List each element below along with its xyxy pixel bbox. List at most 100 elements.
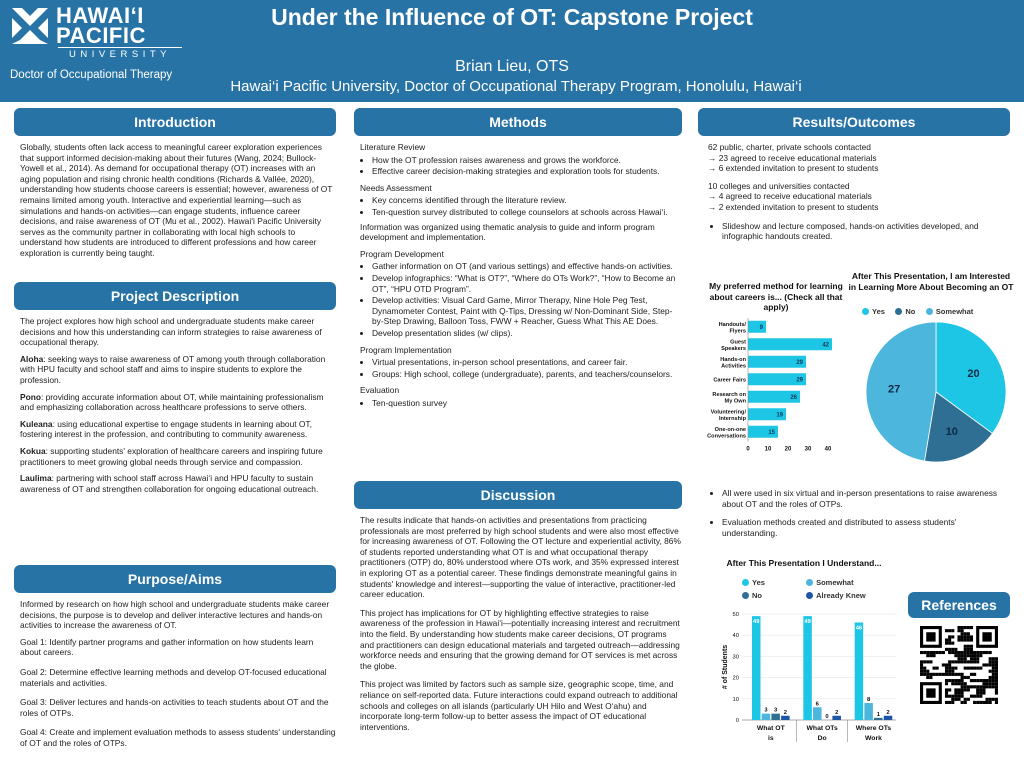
data-label: 0 — [825, 714, 828, 720]
qr-module — [963, 682, 967, 686]
data-label: 29 — [796, 378, 803, 384]
qr-module — [929, 660, 933, 664]
data-label: 8 — [867, 697, 871, 703]
qr-module — [941, 650, 945, 655]
qr-module — [979, 700, 983, 704]
qr-module — [979, 654, 983, 658]
qr-module — [948, 700, 952, 704]
needs-list: Key concerns identified through the lite… — [360, 195, 682, 217]
needs-title: Needs Assessment — [360, 182, 432, 193]
qr-module — [985, 700, 989, 704]
qr-module — [929, 650, 933, 655]
slice-label: 27 — [888, 384, 900, 396]
qr-module — [951, 697, 955, 701]
qr-module — [976, 688, 980, 692]
hpu-mark-icon — [12, 8, 48, 44]
bar — [864, 703, 873, 720]
qr-module — [985, 685, 989, 689]
qr-module — [988, 660, 992, 664]
qr-module — [960, 685, 964, 689]
qr-module — [948, 660, 952, 664]
data-label: 3 — [764, 708, 768, 714]
qr-module — [966, 675, 970, 680]
discussion-heading: Discussion — [354, 481, 682, 509]
discussion-para-1: The results indicate that hands-on activ… — [360, 515, 681, 600]
needs-note: Information was organized using thematic… — [360, 221, 655, 243]
bar — [748, 373, 806, 386]
qr-module — [963, 657, 967, 661]
tick-label: Research on — [712, 392, 746, 398]
qr-module — [963, 697, 967, 701]
qr-module — [963, 647, 967, 651]
qr-module — [944, 647, 949, 651]
qr-module — [944, 694, 949, 698]
qr-module — [991, 666, 995, 670]
schools-line-3: → 6 extended invitation to present to st… — [708, 163, 879, 174]
purpose-body: Informed by research on how high school … — [20, 599, 336, 755]
understand-legend: Yes Somewhat No Already Knew — [742, 576, 902, 602]
introduction-heading: Introduction — [14, 108, 336, 136]
qr-module — [969, 657, 974, 661]
qr-module — [948, 672, 952, 676]
qr-module — [932, 666, 936, 670]
category-label: is — [768, 735, 774, 742]
qr-module — [991, 660, 995, 664]
bar — [748, 338, 832, 351]
slice-label: 10 — [946, 426, 958, 438]
qr-module — [979, 666, 983, 670]
qr-module — [957, 650, 961, 655]
qr-finder-center — [926, 632, 936, 642]
qr-module — [991, 697, 995, 701]
qr-module — [954, 650, 958, 655]
data-label: 2 — [886, 710, 889, 716]
legend-already-knew: Already Knew — [806, 591, 866, 600]
qr-module — [948, 629, 952, 633]
y-tick-label: 50 — [733, 612, 739, 618]
schools-line-1: 62 public, charter, private schools cont… — [708, 142, 871, 152]
list-item: Develop presentation slides (w/ clips). — [372, 328, 682, 339]
qr-module — [944, 679, 949, 683]
methods-body: Literature Review How the OT profession … — [360, 142, 682, 412]
category-label: Where OTs — [856, 725, 892, 732]
qr-module — [969, 647, 974, 651]
schools-line-2: → 23 agreed to receive educational mater… — [708, 152, 877, 163]
discussion-para-2: This project has implications for OT by … — [360, 607, 680, 671]
qr-module — [979, 679, 983, 683]
category-label: Do — [818, 735, 827, 742]
results-list-2: All were used in six virtual and in-pers… — [708, 488, 1010, 538]
qr-module — [951, 666, 955, 670]
data-label: 26 — [790, 395, 797, 401]
tick-label: Guest — [730, 339, 746, 345]
qr-module — [976, 660, 980, 664]
qr-module — [951, 700, 955, 704]
data-label: 2 — [784, 710, 787, 716]
references-button[interactable]: References — [908, 592, 1010, 618]
qr-module — [973, 685, 977, 689]
qr-module — [979, 685, 983, 689]
qr-module — [991, 672, 995, 676]
qr-module — [951, 629, 955, 633]
qr-module — [938, 672, 942, 676]
qr-module — [994, 700, 998, 704]
qr-module — [948, 679, 952, 683]
qr-module — [957, 657, 961, 661]
qr-module — [941, 663, 945, 667]
qr-module — [944, 629, 949, 633]
qr-module — [951, 647, 955, 651]
qr-module — [938, 650, 942, 655]
qr-module — [929, 654, 933, 658]
qr-module — [969, 694, 974, 698]
qr-module — [963, 638, 967, 642]
qr-code-icon[interactable] — [920, 626, 998, 704]
colleges-line-1: 10 colleges and universities contacted — [708, 180, 850, 191]
qr-module — [929, 675, 933, 680]
qr-module — [948, 650, 952, 655]
qr-module — [957, 694, 961, 698]
qr-module — [923, 660, 927, 664]
lit-review-title: Literature Review — [360, 142, 426, 152]
qr-module — [951, 694, 955, 698]
tick-label: Career Fairs — [713, 378, 746, 384]
qr-module — [960, 626, 964, 630]
qr-module — [969, 650, 974, 655]
qr-module — [994, 691, 998, 695]
